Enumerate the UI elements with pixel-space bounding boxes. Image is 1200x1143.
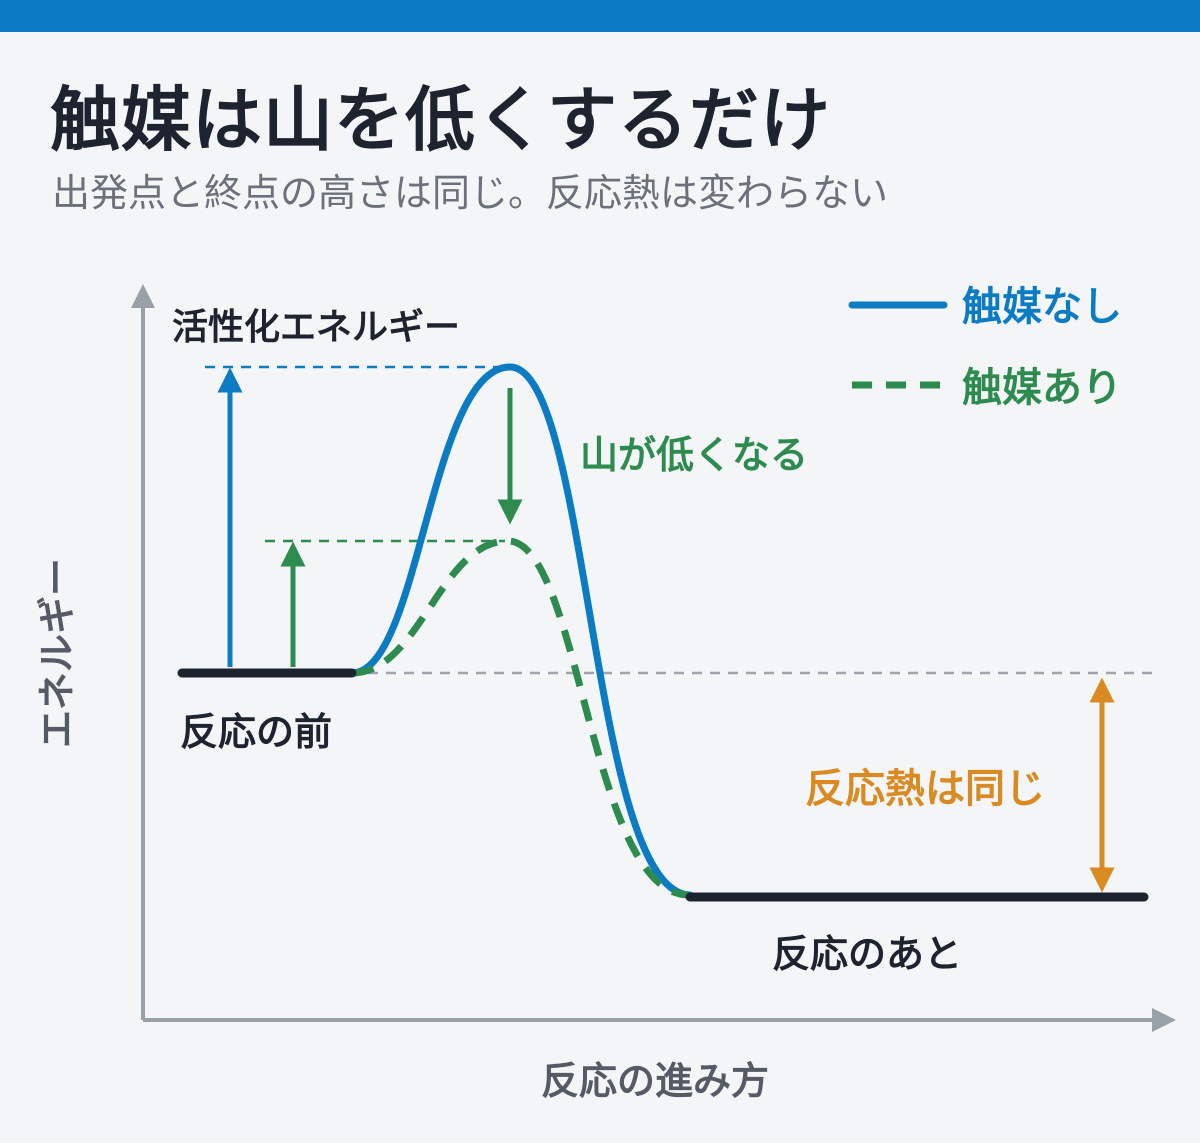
top-accent-bar bbox=[0, 0, 1200, 32]
legend-label-with-catalyst: 触媒あり bbox=[962, 365, 1122, 411]
y-axis-label: エネルギー bbox=[35, 558, 79, 748]
curve-no-catalyst bbox=[348, 363, 694, 899]
curve-with-catalyst bbox=[351, 537, 689, 899]
x-axis-label: 反応の進み方 bbox=[541, 1059, 769, 1103]
lowering-label: 山が低くなる bbox=[580, 433, 808, 477]
legend-label-no-catalyst: 触媒なし bbox=[962, 284, 1122, 330]
heat-label: 反応熱は同じ bbox=[805, 766, 1045, 812]
page-title: 触媒は山を低くするだけ bbox=[50, 79, 831, 161]
after-label: 反応のあと bbox=[772, 932, 962, 976]
before-label: 反応の前 bbox=[180, 710, 332, 754]
page-subtitle: 出発点と終点の高さは同じ。反応熱は変わらない bbox=[52, 171, 889, 215]
activation-energy-label: 活性化エネルギー bbox=[172, 307, 460, 348]
